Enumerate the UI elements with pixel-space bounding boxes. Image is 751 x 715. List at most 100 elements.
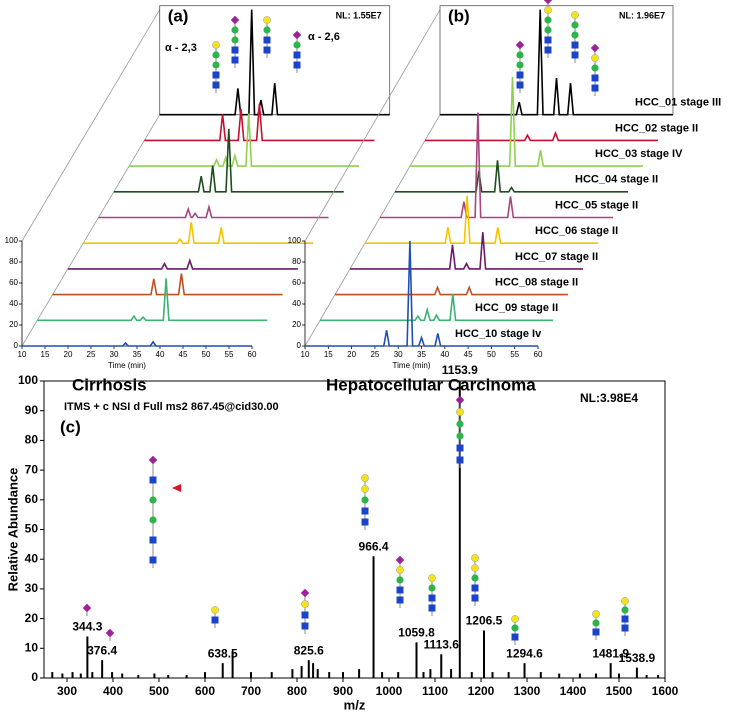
glycan-mannose <box>231 36 239 44</box>
panel-title: Cirrhosis <box>72 375 147 394</box>
glycan-sialic <box>148 455 158 465</box>
glycan-glcnac <box>212 81 220 89</box>
plot-frame <box>43 380 666 679</box>
glycan-sialic <box>82 603 92 613</box>
y-tick-label: 60 <box>25 492 39 506</box>
glycan-glcnac <box>592 628 600 636</box>
glycan-glcnac <box>396 596 404 604</box>
glycan-mannose <box>396 576 404 584</box>
trace-label: HCC_05 stage II <box>555 199 638 211</box>
x-tick-label: 800 <box>287 684 307 698</box>
y-tick-label: 90 <box>25 403 39 417</box>
glycan-glcnac <box>544 46 552 54</box>
glycan-glcnac <box>301 611 309 619</box>
peak-label: 966.4 <box>359 539 389 553</box>
x-tick-label: 900 <box>333 684 353 698</box>
glycan-glcnac <box>456 444 464 452</box>
trace <box>410 76 643 167</box>
x-tick-label: 50 <box>487 350 496 359</box>
glycan-glcnac <box>212 71 220 79</box>
trace-label: HCC_06 stage II <box>535 225 618 237</box>
back-frame <box>439 5 674 116</box>
x-tick-label: 700 <box>241 684 261 698</box>
trace-label: HCC_09 stage II <box>475 302 558 314</box>
glycan-glcnac <box>516 81 524 89</box>
depth-edge <box>304 9 441 242</box>
annotation: α - 2,6 <box>308 31 340 43</box>
y-tick-label: 0 <box>297 341 302 350</box>
trace <box>425 130 658 142</box>
glycan-mannose <box>544 26 552 34</box>
peak-label: 376.4 <box>87 643 117 657</box>
glycan-glcnac <box>211 616 219 624</box>
trace <box>83 222 314 244</box>
x-tick-label: 55 <box>225 350 234 359</box>
glycan-glcnac <box>231 56 239 64</box>
glycan-mannose <box>263 26 271 34</box>
x-tick-label: 15 <box>324 350 333 359</box>
y-tick-label: 100 <box>18 373 38 387</box>
glycan-glcnac <box>516 71 524 79</box>
back-frame <box>159 5 391 116</box>
y-tick-label: 20 <box>25 611 39 625</box>
glycan-sialic <box>515 40 525 50</box>
trace <box>320 294 553 322</box>
trace <box>159 9 390 116</box>
x-axis-label: Time (min) <box>393 361 431 370</box>
glycan-glcnac <box>293 51 301 59</box>
y-tick-label: 20 <box>9 320 18 329</box>
y-tick-label: 40 <box>292 299 301 308</box>
nl-label: NL: 1.96E7 <box>619 10 665 20</box>
glycan-mannose <box>149 516 157 524</box>
peak-label: 344.3 <box>72 620 102 634</box>
x-tick-label: 35 <box>133 350 142 359</box>
peak-label: 638.5 <box>208 646 238 660</box>
glycan-glcnac <box>591 74 599 82</box>
glycan-glcnac <box>511 633 519 641</box>
glycan-glcnac <box>571 51 579 59</box>
glycan-glcnac <box>361 507 369 515</box>
x-tick-label: 1300 <box>514 684 541 698</box>
glycan-sialic <box>300 588 310 598</box>
x-axis-label: Time (min) <box>108 361 146 370</box>
x-tick-label: 25 <box>87 350 96 359</box>
glycan-sialic <box>230 15 240 25</box>
x-tick-label: 1000 <box>376 684 403 698</box>
y-tick-label: 40 <box>9 299 18 308</box>
glycan-glcnac <box>149 536 157 544</box>
glycan-galactose <box>396 566 404 574</box>
glycan-glcnac <box>471 594 479 602</box>
y-tick-label: 60 <box>9 278 18 287</box>
glycan-mannose <box>149 496 157 504</box>
glycan-glcnac <box>231 46 239 54</box>
glycan-galactose <box>361 474 369 482</box>
glycan-glcnac <box>149 556 157 564</box>
y-tick-label: 0 <box>14 341 19 350</box>
glycan-glcnac <box>471 584 479 592</box>
glycan-glcnac <box>591 84 599 92</box>
glycan-glcnac <box>621 624 629 632</box>
x-tick-label: 500 <box>149 684 169 698</box>
trace <box>67 257 298 270</box>
y-tick-label: 30 <box>25 581 39 595</box>
glycan-glcnac <box>456 456 464 464</box>
x-tick-label: 1500 <box>606 684 633 698</box>
glycan-galactose <box>591 54 599 62</box>
x-tick-label: 25 <box>370 350 379 359</box>
y-tick-label: 60 <box>292 278 301 287</box>
x-tick-label: 1100 <box>422 684 448 698</box>
x-tick-label: 20 <box>347 350 356 359</box>
peak-label: 1059.8 <box>398 626 435 640</box>
peak-label: 1153.9 <box>442 363 478 377</box>
glycan-galactose <box>571 11 579 19</box>
x-tick-label: 1200 <box>468 684 495 698</box>
glycan-mannose <box>456 432 464 440</box>
x-tick-label: 1400 <box>560 684 587 698</box>
glycan-glcnac <box>428 604 436 612</box>
y-tick-label: 50 <box>25 522 39 536</box>
glycan-mannose <box>212 51 220 59</box>
x-tick-label: 55 <box>510 350 519 359</box>
glycan-galactose <box>361 485 369 493</box>
glycan-galactose <box>471 554 479 562</box>
